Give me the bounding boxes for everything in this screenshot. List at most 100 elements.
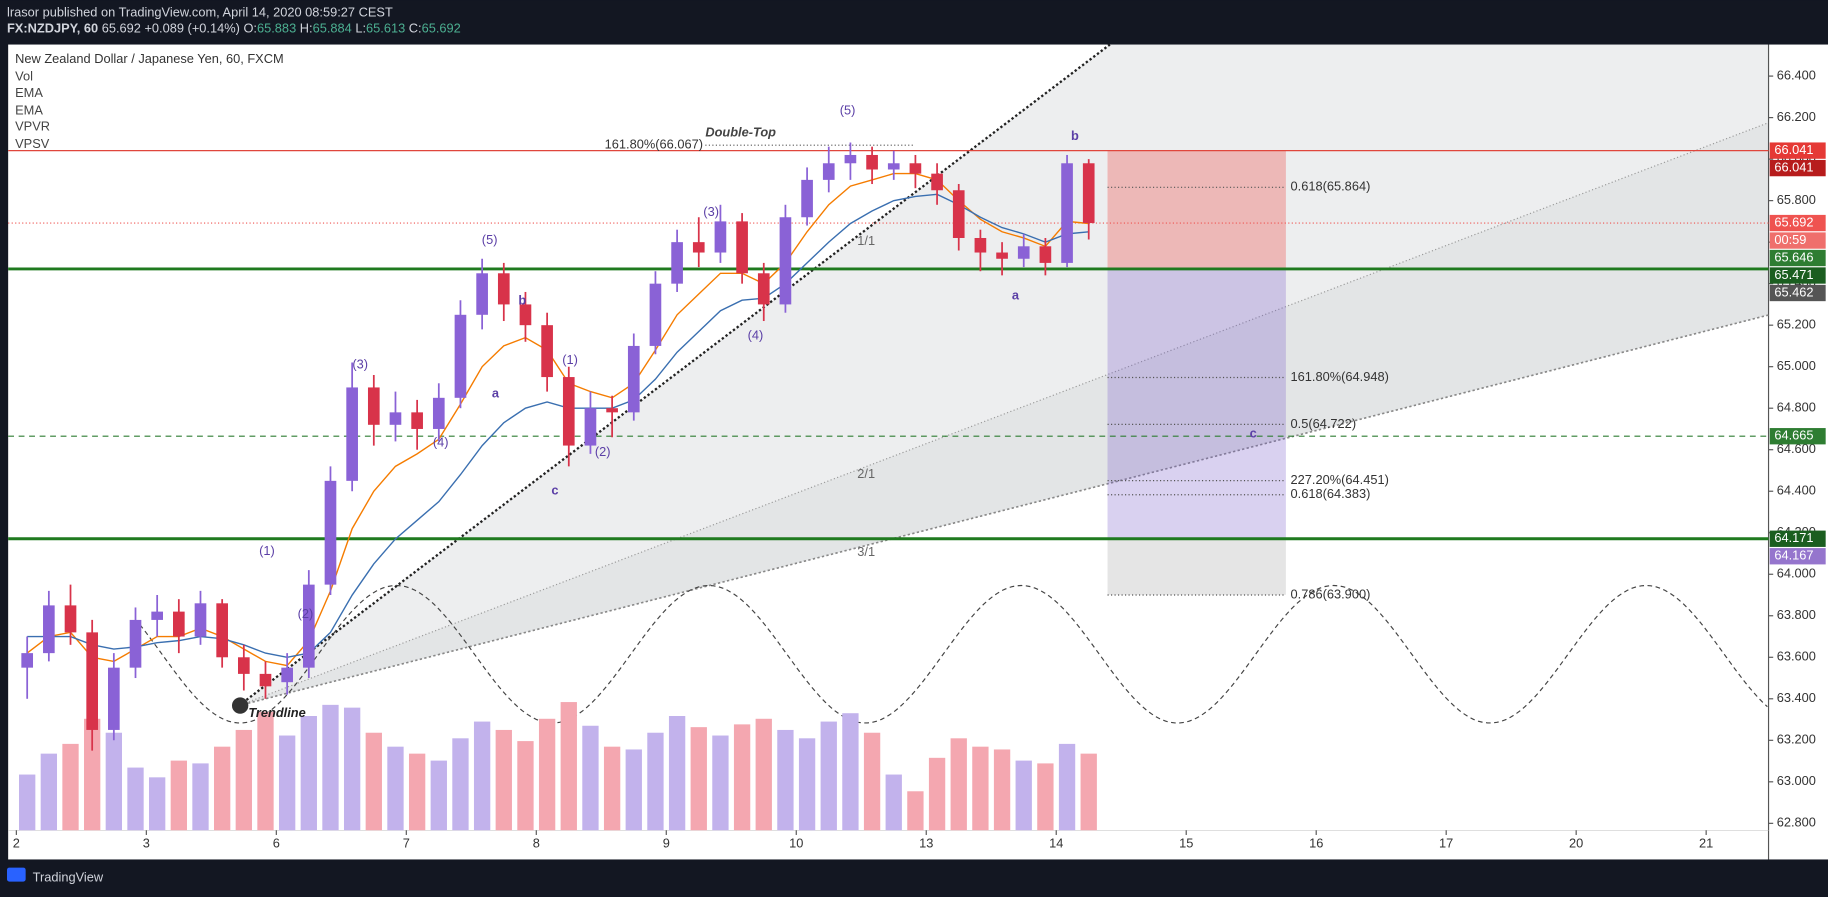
candle-body bbox=[714, 221, 727, 253]
volume-bar bbox=[820, 721, 837, 831]
y-tick-label: 63.600 bbox=[1777, 649, 1816, 664]
x-tick-label: 7 bbox=[403, 836, 410, 851]
volume-bar bbox=[235, 729, 252, 831]
fan-region bbox=[238, 44, 1769, 706]
fib-label: 0.786(63.900) bbox=[1291, 586, 1371, 601]
volume-bar bbox=[842, 713, 859, 831]
trendline-anchor bbox=[231, 697, 249, 714]
background-layer bbox=[8, 75, 1774, 835]
price-label-bg bbox=[1769, 267, 1826, 284]
candle-body bbox=[649, 283, 662, 346]
price-label-bg bbox=[1769, 284, 1826, 302]
candle-body bbox=[844, 154, 857, 164]
legend-item: EMA bbox=[15, 85, 43, 100]
price-label: 64.665 bbox=[1774, 428, 1813, 443]
candle-body bbox=[1039, 246, 1052, 263]
volume-bar bbox=[972, 746, 989, 831]
volume-bar bbox=[647, 732, 664, 831]
ema-line bbox=[27, 193, 1089, 659]
volume-bar bbox=[885, 774, 902, 831]
x-tick-label: 2 bbox=[13, 836, 20, 851]
candle-body bbox=[519, 304, 532, 326]
price-label-bg bbox=[1769, 232, 1826, 249]
candle-body bbox=[64, 605, 77, 633]
x-tick-label: 9 bbox=[663, 836, 670, 851]
volume-bar bbox=[798, 738, 816, 831]
y-tick-label: 64.400 bbox=[1777, 483, 1816, 498]
volume-bar bbox=[257, 711, 274, 831]
price-label: 65.692 bbox=[1774, 214, 1813, 229]
y-tick-label: 64.800 bbox=[1777, 400, 1816, 415]
volume-bar bbox=[538, 718, 556, 831]
fib-label: 0.618(65.864) bbox=[1291, 179, 1371, 194]
wave-label: c bbox=[1250, 425, 1257, 440]
y-tick-label: 64.000 bbox=[1777, 566, 1816, 581]
candle-body bbox=[173, 611, 185, 637]
candle-body bbox=[627, 345, 640, 413]
candle-body bbox=[606, 408, 618, 413]
footer-brand[interactable]: TradingView bbox=[33, 869, 104, 884]
volume-bar bbox=[62, 743, 79, 831]
wave-label: (5) bbox=[482, 232, 498, 247]
y-tick-label: 66.200 bbox=[1777, 109, 1816, 124]
candle-body bbox=[1061, 163, 1073, 263]
marks-layer bbox=[21, 142, 1095, 751]
candle-body bbox=[259, 673, 272, 687]
volume-bar bbox=[560, 702, 577, 831]
volume-bar bbox=[712, 735, 729, 831]
wave-label: (3) bbox=[352, 357, 368, 372]
ohlc-value: 65.613 bbox=[366, 21, 405, 36]
price-label: 64.167 bbox=[1774, 548, 1813, 563]
wave-label: (1) bbox=[259, 543, 275, 558]
volume-bar bbox=[603, 746, 621, 831]
wave-label: (2) bbox=[298, 606, 314, 621]
candle-body bbox=[346, 387, 358, 481]
candle-body bbox=[432, 397, 445, 429]
legend-item: VPSV bbox=[15, 136, 50, 151]
volume-bar bbox=[40, 753, 58, 831]
wave-label: a bbox=[492, 386, 500, 401]
price-label: 65.462 bbox=[1774, 284, 1813, 299]
candle-body bbox=[866, 154, 878, 170]
volume-bar bbox=[993, 749, 1011, 831]
wave-label: b bbox=[518, 292, 526, 307]
x-tick-label: 13 bbox=[919, 836, 933, 851]
annotation: Trendline bbox=[248, 705, 305, 720]
symbol-line: FX:NZDJPY, 60 65.692 +0.089 (+0.14%) O:6… bbox=[7, 21, 461, 36]
price-label-bg bbox=[1769, 530, 1826, 547]
x-tick-label: 8 bbox=[533, 836, 540, 851]
wave-label: c bbox=[551, 482, 558, 497]
price-label-bg bbox=[1769, 548, 1826, 565]
price-label: 65.471 bbox=[1774, 267, 1813, 282]
volume-bar bbox=[625, 749, 642, 831]
volume-bar bbox=[1015, 760, 1032, 831]
price-label: 64.171 bbox=[1774, 530, 1813, 545]
wave-label: a bbox=[1012, 288, 1020, 303]
volume-bar bbox=[690, 727, 707, 831]
volume-bar bbox=[1037, 763, 1054, 831]
fan-label: 3/1 bbox=[857, 544, 875, 559]
x-tick-label: 17 bbox=[1439, 836, 1453, 851]
wave-label: (4) bbox=[433, 435, 449, 450]
y-tick-label: 66.400 bbox=[1777, 67, 1816, 82]
price-label-bg bbox=[1769, 428, 1826, 445]
candle-body bbox=[497, 273, 510, 305]
ohlc-label: C: bbox=[409, 21, 422, 36]
candle-body bbox=[736, 221, 748, 274]
candle-body bbox=[389, 412, 402, 425]
price-label: 00:59 bbox=[1774, 232, 1806, 247]
x-tick-label: 16 bbox=[1309, 836, 1323, 851]
x-tick-label: 14 bbox=[1049, 836, 1063, 851]
candle-body bbox=[411, 412, 423, 429]
candle-body bbox=[476, 273, 488, 315]
candle-body bbox=[671, 242, 683, 284]
candle-body bbox=[692, 242, 705, 253]
wave-label: b bbox=[1071, 128, 1079, 143]
volume-bar bbox=[84, 718, 101, 831]
candle-body bbox=[194, 603, 207, 637]
volume-bar bbox=[365, 732, 382, 831]
x-tick-label: 15 bbox=[1179, 836, 1193, 851]
y-tick-label: 63.200 bbox=[1777, 732, 1816, 747]
candle-body bbox=[562, 377, 575, 446]
fan-line bbox=[238, 122, 1769, 707]
